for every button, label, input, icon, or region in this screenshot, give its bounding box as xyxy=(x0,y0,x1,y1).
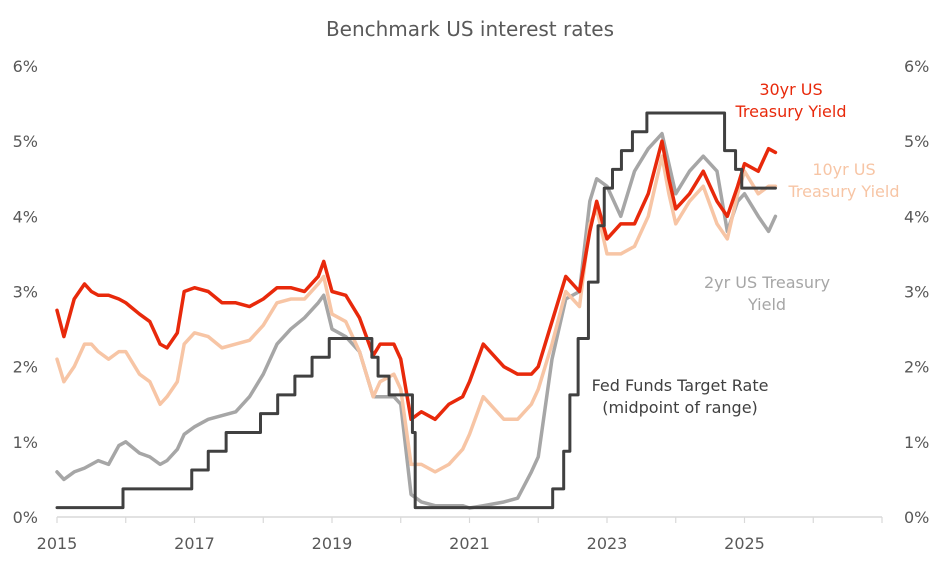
y-tick-label-left: 2% xyxy=(13,358,38,377)
series-label-t30: 30yr US xyxy=(759,80,822,99)
y-tick-label-left: 5% xyxy=(13,132,38,151)
y-tick-label-left: 1% xyxy=(13,433,38,452)
y-tick-label-left: 3% xyxy=(13,283,38,302)
y-tick-label-right: 2% xyxy=(904,358,929,377)
series-label-t2: Yield xyxy=(747,295,786,314)
right-axis-ticks: 0% 1% 2% 3% 4% 5% 6% xyxy=(904,57,929,527)
y-tick-label-left: 6% xyxy=(13,57,38,76)
y-tick-label-right: 1% xyxy=(904,433,929,452)
y-tick-label-left: 0% xyxy=(13,508,38,527)
x-tick-label: 2017 xyxy=(174,534,215,553)
series-label-t10: Treasury Yield xyxy=(788,182,900,201)
series-label-t10: 10yr US xyxy=(812,160,875,179)
y-tick-label-right: 5% xyxy=(904,132,929,151)
x-tick-label: 2019 xyxy=(312,534,353,553)
series-labels: 30yr US Treasury Yield 10yr US Treasury Yie… xyxy=(592,80,900,417)
x-axis-ticks: 2015 2017 2019 2021 2023 2025 xyxy=(37,517,883,553)
x-tick-label: 2023 xyxy=(587,534,628,553)
series-label-fed: (midpoint of range) xyxy=(602,398,758,417)
x-tick-label: 2025 xyxy=(724,534,765,553)
series-line-t10 xyxy=(55,154,778,474)
x-tick-label: 2021 xyxy=(449,534,490,553)
y-tick-label-right: 4% xyxy=(904,207,929,226)
y-tick-label-right: 0% xyxy=(904,508,929,527)
series-label-t2: 2yr US Treasury xyxy=(704,273,830,292)
chart-title: Benchmark US interest rates xyxy=(326,17,614,41)
plot-area xyxy=(55,111,778,510)
y-tick-label-right: 3% xyxy=(904,283,929,302)
series-line-t30 xyxy=(55,139,778,422)
series-label-t30: Treasury Yield xyxy=(735,102,847,121)
x-tick-label: 2015 xyxy=(37,534,78,553)
series-line-fed xyxy=(55,111,777,510)
y-tick-label-right: 6% xyxy=(904,57,929,76)
y-tick-label-left: 4% xyxy=(13,207,38,226)
series-line-t2 xyxy=(55,131,778,510)
series-label-fed: Fed Funds Target Rate xyxy=(592,376,769,395)
left-axis-ticks: 0% 1% 2% 3% 4% 5% 6% xyxy=(13,57,38,527)
